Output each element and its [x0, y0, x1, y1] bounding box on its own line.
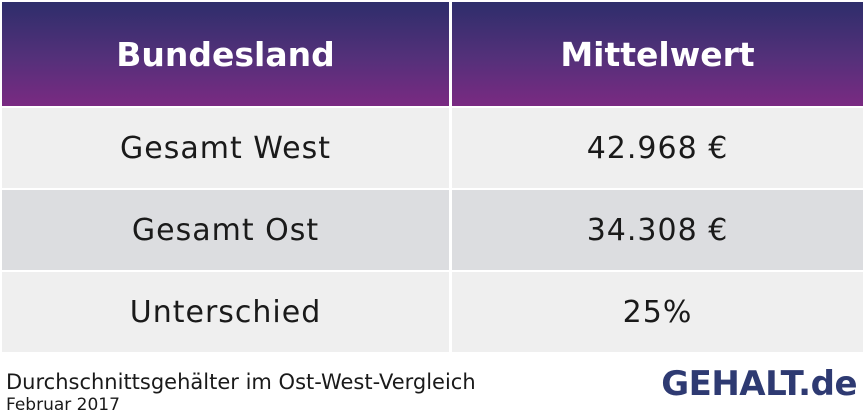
header-bundesland: Bundesland [2, 2, 449, 106]
table-header-row: Bundesland Mittelwert [2, 2, 863, 106]
gehalt-logo: GEHALT.de [661, 364, 857, 404]
chart-caption: Durchschnittsgehälter im Ost-West-Vergle… [6, 369, 476, 415]
row-value-ost: 34.308 € [452, 190, 863, 270]
salary-table: Bundesland Mittelwert Gesamt West 42.968… [2, 2, 863, 354]
row-value-unterschied: 25% [452, 272, 863, 352]
table-row: Gesamt Ost 34.308 € [2, 190, 863, 270]
row-label-unterschied: Unterschied [2, 272, 449, 352]
header-mittelwert: Mittelwert [452, 2, 863, 106]
table-row: Unterschied 25% [2, 272, 863, 352]
caption-date: Februar 2017 [6, 395, 120, 415]
caption-title: Durchschnittsgehälter im Ost-West-Vergle… [6, 370, 476, 394]
row-value-west: 42.968 € [452, 108, 863, 188]
row-label-west: Gesamt West [2, 108, 449, 188]
table-row: Gesamt West 42.968 € [2, 108, 863, 188]
row-label-ost: Gesamt Ost [2, 190, 449, 270]
